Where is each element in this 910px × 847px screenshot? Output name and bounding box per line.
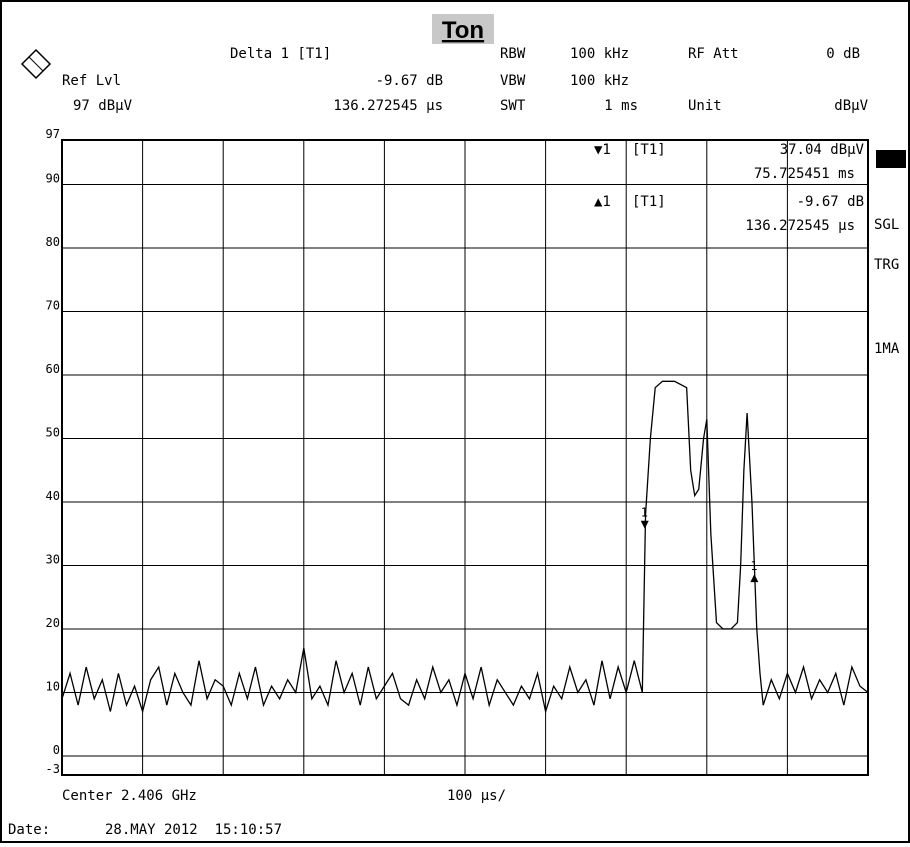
marker-symbol: ▲1 <box>594 194 611 210</box>
rbw: RBW <box>500 46 526 62</box>
marker <box>750 574 759 583</box>
vbw-value: 100 kHz <box>570 73 629 89</box>
y-tick-label: 90 <box>46 171 60 185</box>
side-label: SGL <box>874 217 899 233</box>
marker-level: 37.04 dBµV <box>780 142 865 158</box>
marker-symbol: ▼1 <box>594 142 611 158</box>
rf-att-value: 0 dB <box>826 46 860 62</box>
delta-time: 136.272545 µs <box>333 98 443 114</box>
y-tick-label: 20 <box>46 616 60 630</box>
marker-trace: [T1] <box>632 142 666 158</box>
marker-label: 1 <box>641 506 648 520</box>
title: Ton <box>442 17 484 44</box>
span: 100 µs/ <box>447 788 506 804</box>
plot-border <box>61 139 869 776</box>
rbw-value: 100 kHz <box>570 46 629 62</box>
unit-value: dBµV <box>834 98 868 114</box>
marker-time: 136.272545 µs <box>745 218 855 234</box>
title-box <box>432 14 494 44</box>
ref-value: 97 dBµV <box>73 98 133 114</box>
y-tick-label: -3 <box>46 762 60 776</box>
side-block <box>876 150 906 168</box>
marker-time: 75.725451 ms <box>754 166 855 182</box>
y-tick-label: 70 <box>46 298 60 312</box>
y-tick-label: 0 <box>53 743 60 757</box>
ref-lvl: Ref Lvl <box>62 73 121 89</box>
vbw: VBW <box>500 73 526 89</box>
y-tick-label: 60 <box>46 362 60 376</box>
marker-trace: [T1] <box>632 194 666 210</box>
y-tick-label: 97 <box>46 127 60 141</box>
date-label: Date: <box>8 822 50 838</box>
side-label: 1MA <box>874 341 900 357</box>
swt: SWT <box>500 98 526 114</box>
y-tick-label: 40 <box>46 489 60 503</box>
side-label: TRG <box>874 257 899 273</box>
delta-value: -9.67 dB <box>376 73 443 89</box>
date: 28.MAY 2012 15:10:57 <box>105 822 282 838</box>
y-tick-label: 50 <box>46 425 60 439</box>
marker-label: 1 <box>750 559 757 573</box>
y-tick-label: 80 <box>46 235 60 249</box>
rs-logo <box>20 48 52 80</box>
center: Center 2.406 GHz <box>62 788 197 804</box>
marker <box>640 520 649 529</box>
trace <box>61 380 869 715</box>
y-tick-label: 10 <box>46 679 60 693</box>
delta: Delta 1 [T1] <box>230 46 331 62</box>
swt-value: 1 ms <box>604 98 638 114</box>
rf-att: RF Att <box>688 46 739 62</box>
marker-level: -9.67 dB <box>797 194 864 210</box>
unit: Unit <box>688 98 722 114</box>
y-tick-label: 30 <box>46 552 60 566</box>
